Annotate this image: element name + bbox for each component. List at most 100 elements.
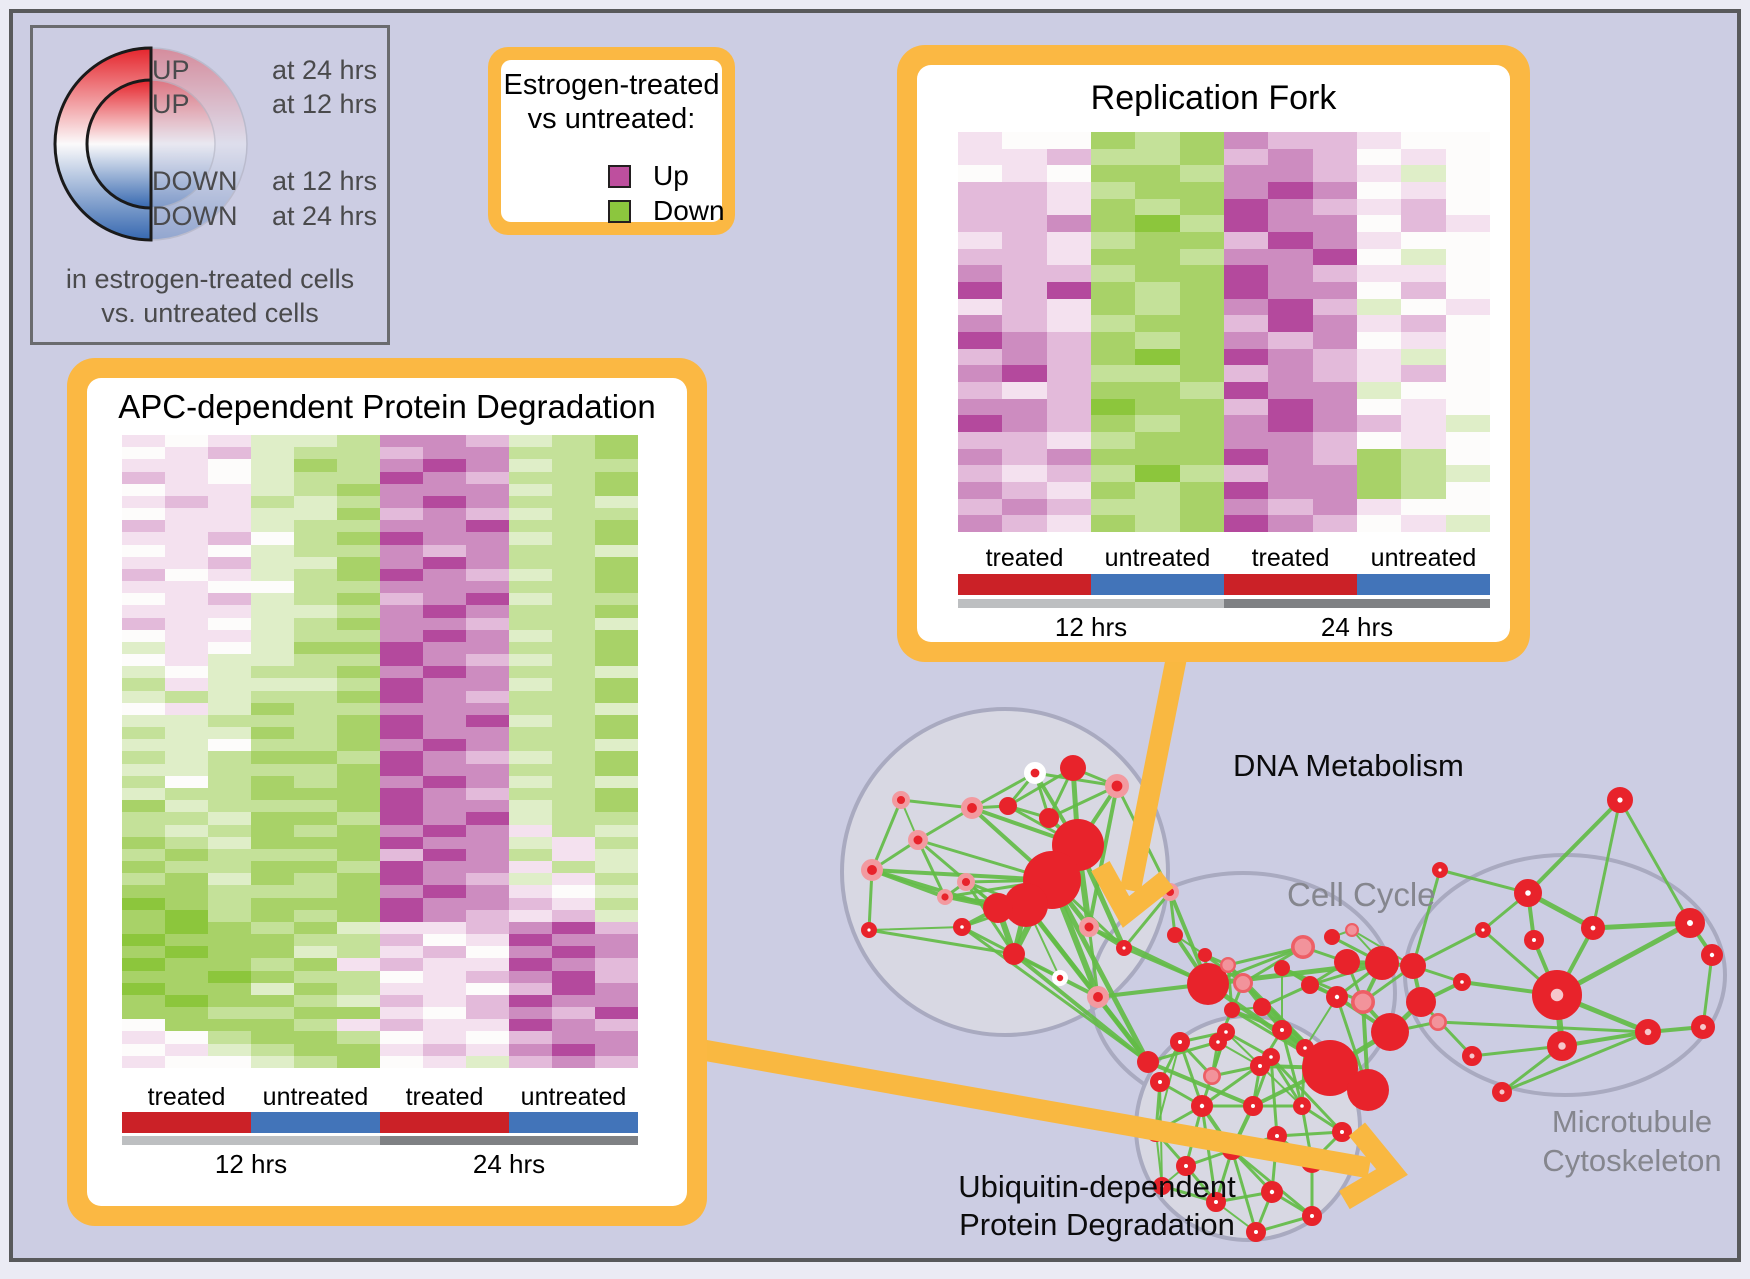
heatmap-cell: [337, 641, 380, 655]
heatmap-cell: [1179, 148, 1224, 166]
network-edge: [916, 838, 947, 899]
network-edge: [1178, 1040, 1204, 1108]
heatmap-cell: [337, 568, 380, 582]
heatmap-cell: [1002, 332, 1047, 349]
heatmap-cell: [958, 515, 1003, 533]
heatmap-cell: [1312, 215, 1357, 233]
heatmap-cell: [1445, 132, 1490, 149]
heatmap-cell: [595, 508, 638, 521]
heatmap-cell: [509, 1055, 552, 1068]
heatmap-cell: [552, 763, 595, 776]
heatmap-cell: [337, 1055, 380, 1068]
heatmap-cell: [1356, 132, 1402, 149]
heatmap-cell: [337, 544, 380, 557]
heatmap-cell: [380, 763, 423, 776]
heatmap-cell: [509, 921, 552, 935]
heatmap-cell: [165, 873, 208, 886]
heatmap-cell: [294, 471, 337, 484]
heatmap-cell: [1090, 515, 1136, 533]
heatmap-cell: [1002, 448, 1047, 466]
heatmap-cell: [552, 800, 595, 813]
heatmap-cell: [1046, 232, 1091, 249]
apc-degradation-group-labels: treated untreated treated untreated: [122, 1083, 638, 1111]
heatmap-cell: [1090, 332, 1136, 349]
heatmap-row: [122, 727, 638, 740]
heatmap-cell: [1401, 298, 1446, 316]
heatmap-cell: [1312, 315, 1357, 333]
heatmap-cell: [466, 1031, 509, 1044]
column-group-label: untreated: [1104, 544, 1211, 572]
heatmap-cell: [208, 641, 251, 655]
heatmap-cell: [1401, 282, 1446, 299]
heatmap-cell: [251, 800, 294, 813]
heatmap-cell: [294, 824, 337, 837]
heatmap-cell: [1135, 415, 1180, 433]
column-group-label: treated: [405, 1083, 484, 1111]
heatmap-cell: [595, 520, 638, 533]
heatmap-row: [958, 315, 1490, 333]
heatmap-cell: [552, 459, 595, 472]
heatmap-cell: [251, 934, 294, 947]
heatmap-cell: [1401, 215, 1446, 233]
heatmap-cell: [208, 495, 251, 509]
heatmap-cell: [208, 568, 251, 582]
heatmap-cell: [1223, 315, 1269, 333]
heatmap-cell: [1268, 332, 1313, 349]
heatmap-cell: [165, 909, 208, 922]
network-edge: [1047, 784, 1119, 820]
heatmap-row: [122, 714, 638, 728]
heatmap-cell: [552, 568, 595, 582]
heatmap-cell: [1356, 198, 1402, 216]
heatmap-row: [122, 787, 638, 801]
heatmap-cell: [251, 556, 294, 569]
heatmap-cell: [509, 934, 552, 947]
network-node-ring: [1326, 986, 1349, 1009]
heatmap-cell: [595, 946, 638, 959]
heatmap-cell: [595, 568, 638, 582]
network-node-halo: [1087, 986, 1110, 1009]
heatmap-row: [122, 471, 638, 484]
heatmap-cell: [380, 471, 423, 484]
heatmap-cell: [208, 1031, 251, 1044]
network-edge: [1590, 920, 1693, 931]
heatmap-cell: [208, 824, 251, 837]
heatmap-cell: [337, 897, 380, 910]
heatmap-cell: [294, 946, 337, 959]
heatmap-cell: [423, 1055, 466, 1068]
heatmap-cell: [294, 532, 337, 545]
network-node-solid: [1253, 998, 1271, 1016]
heatmap-cell: [337, 483, 380, 496]
heatmap-cell: [1401, 248, 1446, 266]
heatmap-cell: [208, 800, 251, 813]
heatmap-row: [122, 885, 638, 898]
heatmap-cell: [251, 861, 294, 874]
heatmap-cell: [337, 982, 380, 995]
network-edge: [1526, 798, 1622, 895]
network-edge: [1049, 877, 1151, 1065]
heatmap-row: [122, 1043, 638, 1056]
cluster-label-microtubule-line1: Microtubule: [1551, 1104, 1713, 1139]
heatmap-row: [122, 1055, 638, 1068]
heatmap-row: [958, 298, 1490, 316]
column-group-label: treated: [1251, 544, 1330, 572]
heatmap-cell: [595, 897, 638, 910]
heatmap-cell: [423, 812, 466, 825]
heatmap-cell: [552, 495, 595, 509]
heatmap-cell: [509, 848, 552, 862]
heatmap-cell: [466, 897, 509, 910]
time-label: at 12 hrs: [272, 89, 378, 119]
heatmap-cell: [552, 836, 595, 849]
heatmap-row: [122, 1019, 638, 1032]
network-edge: [1087, 925, 1100, 999]
heatmap-cell: [552, 824, 595, 837]
heatmap-cell: [552, 678, 595, 691]
heatmap-cell: [1312, 232, 1357, 249]
network-node-ring: [1524, 930, 1544, 950]
heatmap-cell: [337, 1019, 380, 1032]
heatmap-cell: [251, 763, 294, 776]
heatmap-cell: [595, 958, 638, 971]
heatmap-cell: [595, 1043, 638, 1056]
inner-ring-left-half: [85, 78, 153, 210]
heatmap-cell: [294, 483, 337, 496]
heatmap-cell: [122, 666, 165, 679]
